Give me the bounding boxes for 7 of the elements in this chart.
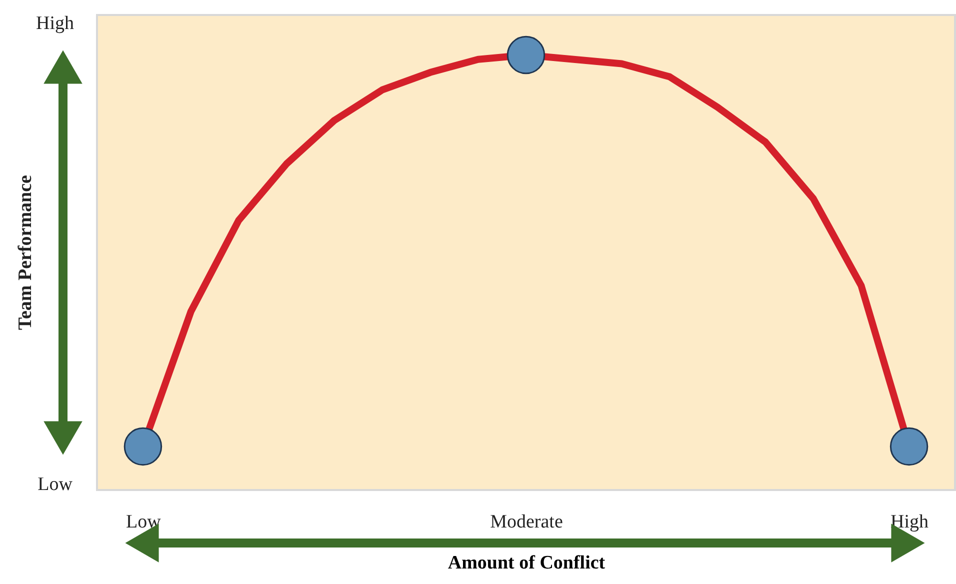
- x-tick-label: Moderate: [490, 512, 563, 532]
- x-tick-label: High: [890, 512, 930, 532]
- text: Low: [38, 474, 73, 495]
- x-tick-label: Low: [126, 512, 162, 532]
- y-axis-title: Team Performance: [15, 175, 36, 330]
- text: High: [36, 13, 74, 34]
- x-axis-title: Amount of Conflict: [448, 552, 606, 574]
